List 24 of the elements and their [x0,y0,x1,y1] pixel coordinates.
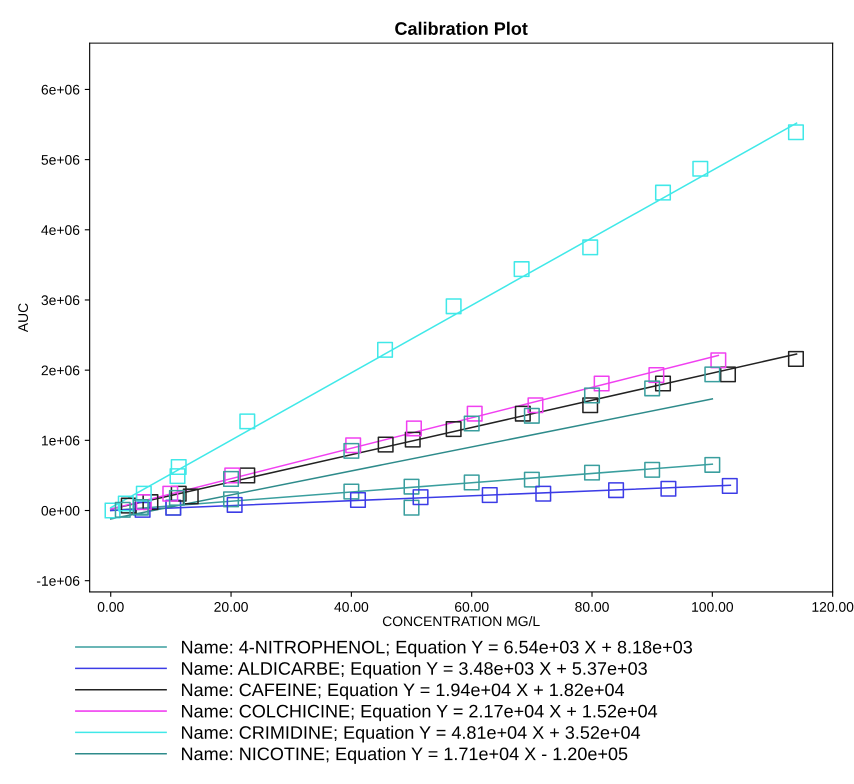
x-tick-label: 40.00 [334,602,368,612]
legend-label: Name: CRIMIDINE; Equation Y = 4.81e+04 X + 3.52e+04 [182,726,640,742]
y-axis-title: AUC [18,303,28,332]
x-tick-label: 20.00 [214,602,248,612]
y-tick-label: 6e+06 [42,84,80,95]
legend-label: Name: ALDICARBE; Equation Y = 3.48e+03 X + 5.37e+03 [182,662,647,678]
chart-title: Calibration Plot [395,22,528,35]
x-tick-label: 120.00 [812,602,854,612]
legend-label: Name: COLCHICINE; Equation Y = 2.17e+04 X + 1.52e+04 [182,704,658,722]
legend-label: Name: 4-NITROPHENOL; Equation Y = 6.54e+03 X + 8.18e+03 [182,640,692,658]
y-tick-label: 1e+06 [42,436,80,446]
y-tick-label: 2e+06 [42,365,80,376]
x-axis-title: CONCENTRATION MG/L [382,616,540,626]
y-tick-label: 5e+06 [41,154,80,165]
x-tick-label: 100.00 [692,602,734,612]
x-tick-label: 80.00 [575,602,609,612]
y-tick-label: 0e+00 [41,506,80,516]
y-tick-label: 4e+06 [41,225,80,235]
y-tick-label: 3e+06 [41,295,80,306]
y-tick-label: -1e+06 [36,576,80,586]
x-tick-label: 0.00 [98,602,124,612]
legend-label: Name: NICOTINE; Equation Y = 1.71e+04 X - 1.20e+05 [182,747,628,764]
x-tick-label: 60.00 [455,602,489,612]
legend-label: Name: CAFEINE; Equation Y = 1.94e+04 X + 1.82e+04 [182,682,624,700]
